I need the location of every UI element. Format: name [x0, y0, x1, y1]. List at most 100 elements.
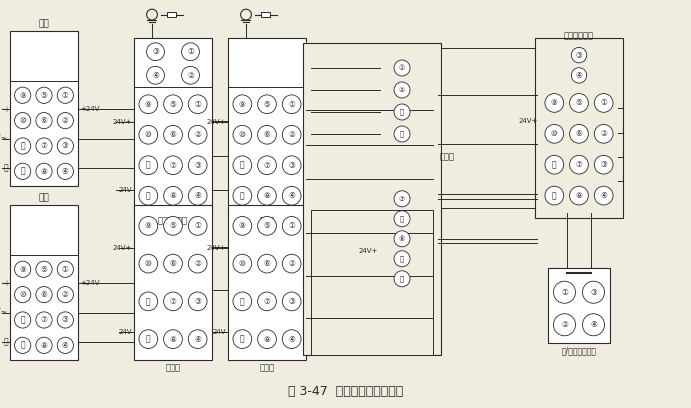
Text: ⑦: ⑦	[41, 315, 48, 324]
Circle shape	[57, 261, 73, 277]
Text: ②: ②	[62, 116, 69, 125]
Text: 24V+: 24V+	[519, 118, 538, 124]
Circle shape	[139, 125, 158, 144]
Text: ①: ①	[288, 222, 295, 231]
Circle shape	[283, 292, 301, 311]
Text: 控制器: 控制器	[440, 153, 455, 162]
Text: ①: ①	[194, 100, 201, 109]
Circle shape	[36, 312, 52, 328]
Circle shape	[36, 87, 52, 103]
Text: 开方器: 开方器	[260, 216, 274, 225]
Text: ⑤: ⑤	[169, 222, 176, 231]
Text: ④: ④	[62, 341, 69, 350]
Circle shape	[394, 104, 410, 120]
Text: ⑬: ⑬	[400, 109, 404, 115]
Text: ①: ①	[62, 265, 69, 274]
Text: 相: 相	[3, 164, 8, 173]
Bar	[228, 38, 306, 213]
Text: ⑧: ⑧	[399, 236, 405, 242]
Circle shape	[594, 186, 613, 205]
Text: ①: ①	[561, 288, 568, 297]
Text: ③: ③	[152, 47, 159, 56]
Text: 图 3-47  比值控制系统接线图: 图 3-47 比值控制系统接线图	[288, 385, 403, 398]
Text: ②: ②	[561, 320, 568, 329]
Text: ⑦: ⑦	[41, 142, 48, 151]
Text: ⑨: ⑨	[145, 222, 152, 231]
Text: ④: ④	[590, 320, 597, 329]
Text: 220V~: 220V~	[0, 308, 8, 317]
Text: ⑤: ⑤	[263, 222, 270, 231]
Circle shape	[139, 217, 158, 235]
Text: 24V+: 24V+	[113, 245, 132, 251]
Circle shape	[188, 125, 207, 144]
Text: ⑧: ⑧	[41, 167, 48, 176]
Text: ④: ④	[288, 335, 295, 344]
Text: ⑩: ⑩	[551, 129, 558, 138]
Text: ⑥: ⑥	[263, 130, 270, 139]
Text: ⑪: ⑪	[552, 160, 557, 169]
Circle shape	[15, 286, 31, 303]
Circle shape	[545, 93, 564, 112]
Text: ⑩: ⑩	[239, 259, 246, 268]
Text: ⑥: ⑥	[576, 129, 583, 138]
Text: ③: ③	[194, 297, 201, 306]
Bar	[441, 48, 537, 208]
Text: ①: ①	[399, 65, 405, 71]
Text: ⑩: ⑩	[239, 130, 246, 139]
Bar	[10, 205, 78, 360]
Text: ④: ④	[576, 71, 583, 80]
Circle shape	[569, 186, 588, 205]
Text: ②: ②	[187, 71, 194, 80]
Circle shape	[139, 330, 158, 348]
Circle shape	[233, 186, 252, 205]
Bar	[311, 43, 433, 208]
Text: 双输入安全栅: 双输入安全栅	[158, 216, 188, 225]
Circle shape	[36, 337, 52, 353]
Circle shape	[15, 113, 31, 129]
Text: ②: ②	[288, 259, 295, 268]
Circle shape	[233, 254, 252, 273]
Text: ②: ②	[194, 130, 201, 139]
Circle shape	[164, 95, 182, 113]
Text: ⑧: ⑧	[41, 341, 48, 350]
Circle shape	[283, 156, 301, 175]
Circle shape	[36, 163, 52, 180]
Circle shape	[36, 113, 52, 129]
Text: 24V: 24V	[118, 329, 132, 335]
Text: ⑫: ⑫	[552, 191, 557, 200]
Circle shape	[36, 138, 52, 154]
Bar	[380, 48, 438, 308]
Circle shape	[258, 156, 276, 175]
Bar	[228, 205, 306, 360]
Text: ②: ②	[62, 290, 69, 299]
Text: ②: ②	[600, 129, 607, 138]
Text: 输出式安全栅: 输出式安全栅	[564, 31, 594, 40]
Text: 相: 相	[3, 337, 8, 346]
Text: ⑦: ⑦	[263, 297, 270, 306]
Circle shape	[188, 330, 207, 348]
Text: 电源: 电源	[39, 193, 49, 202]
Text: ⑧: ⑧	[263, 335, 270, 344]
Circle shape	[394, 271, 410, 287]
Text: ③: ③	[288, 297, 295, 306]
Text: ⑪: ⑪	[146, 297, 151, 306]
Text: 电源: 电源	[39, 19, 49, 28]
Text: ⑱: ⑱	[400, 215, 404, 222]
Circle shape	[594, 155, 613, 174]
Text: ⑤: ⑤	[41, 265, 48, 274]
Text: ⑨: ⑨	[239, 100, 246, 109]
Circle shape	[15, 163, 31, 180]
Circle shape	[594, 93, 613, 112]
Circle shape	[36, 286, 52, 303]
Circle shape	[139, 292, 158, 311]
Text: ③: ③	[600, 160, 607, 169]
Circle shape	[394, 211, 410, 227]
Circle shape	[146, 43, 164, 61]
Circle shape	[15, 138, 31, 154]
Circle shape	[182, 67, 200, 84]
Text: ⑫: ⑫	[20, 167, 25, 176]
Circle shape	[233, 156, 252, 175]
Circle shape	[571, 47, 587, 63]
Text: ⑫: ⑫	[240, 335, 245, 344]
Text: ⑨: ⑨	[551, 98, 558, 107]
